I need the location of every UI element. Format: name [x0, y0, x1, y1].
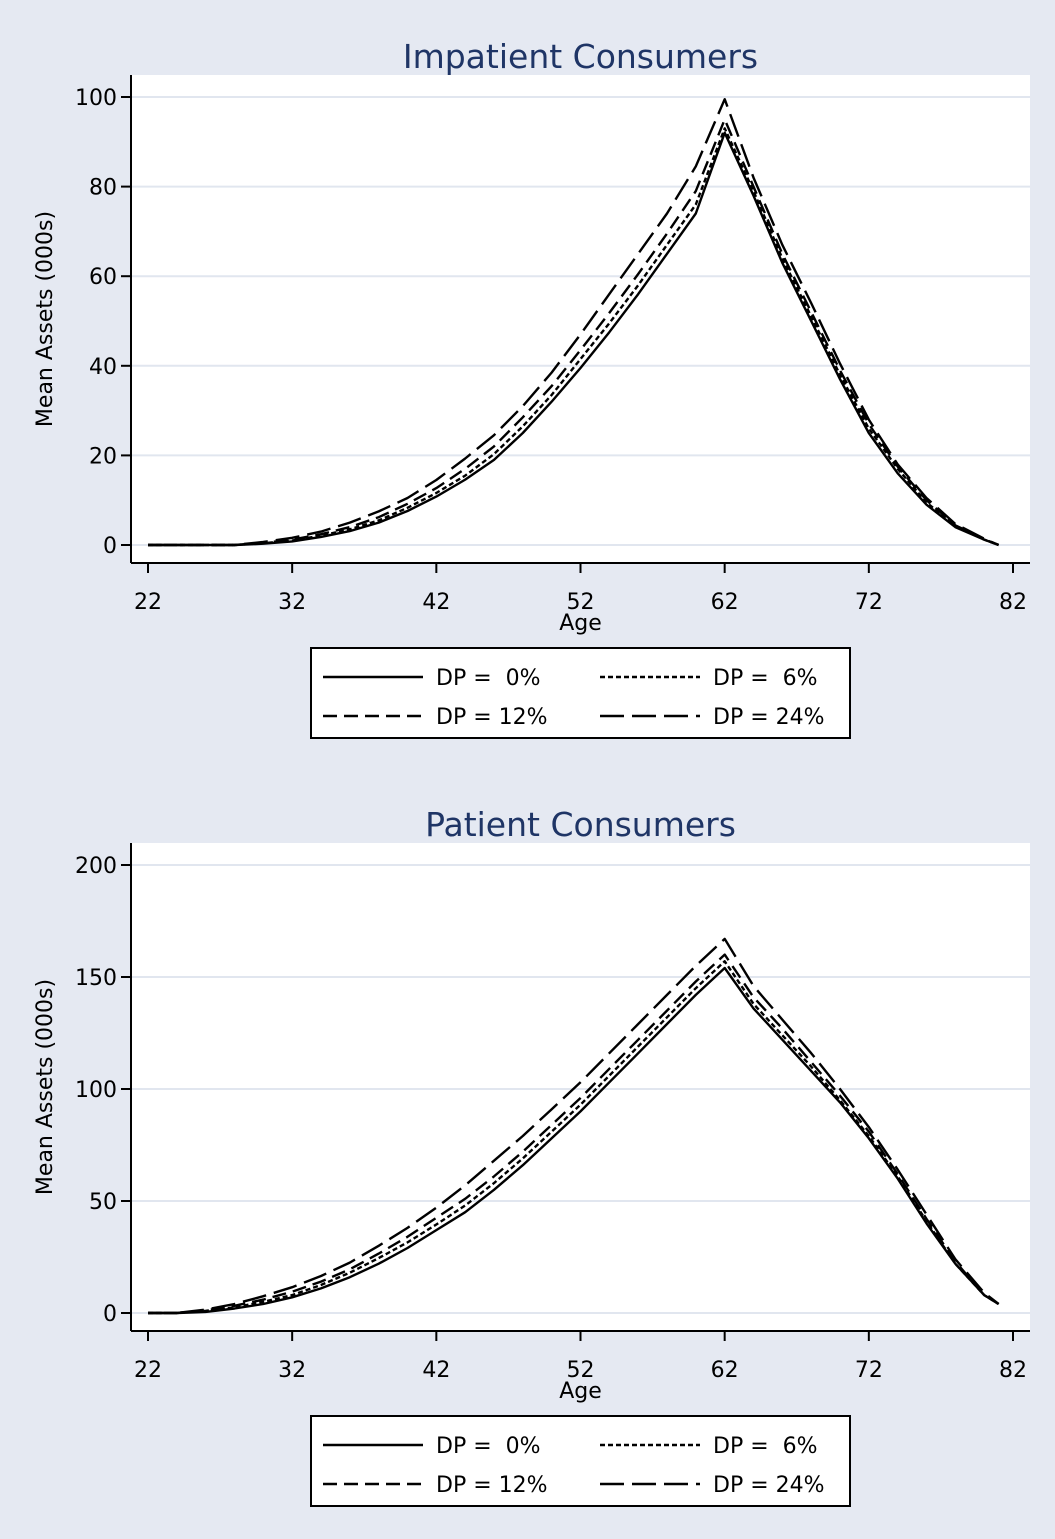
y-tick-label: 80 — [89, 176, 117, 201]
x-tick-label: 22 — [134, 590, 162, 615]
x-tick-label: 22 — [134, 1358, 162, 1383]
series-line-1 — [148, 960, 1000, 1315]
x-tick-label: 82 — [999, 1358, 1027, 1383]
x-axis-title: Age — [559, 1379, 602, 1404]
legend-box — [310, 1415, 851, 1507]
y-tick-label: 50 — [89, 1190, 117, 1215]
series-line-2 — [148, 953, 1000, 1315]
series-line-3 — [148, 937, 1000, 1315]
plot-area — [131, 843, 1030, 1331]
legend-label: DP = 0% — [436, 666, 541, 691]
legend-label: DP = 12% — [436, 1473, 548, 1498]
chart-title: Impatient Consumers — [403, 37, 758, 76]
x-tick-label: 72 — [855, 590, 883, 615]
x-tick-label: 52 — [567, 1358, 595, 1383]
legend-label: DP = 6% — [713, 1434, 818, 1459]
x-tick-label: 72 — [855, 1358, 883, 1383]
chart-panel-1: 0 50 100 150 200 22 32 42 52 62 72 82 Age Mean Assets… — [33, 805, 1030, 1507]
legend-box — [310, 647, 851, 739]
x-tick-label: 62 — [711, 1358, 739, 1383]
y-tick-label: 100 — [75, 1078, 117, 1103]
y-tick-label: 60 — [89, 265, 117, 290]
legend-label: DP = 0% — [436, 1434, 541, 1459]
y-tick-label: 200 — [75, 854, 117, 879]
x-tick-label: 52 — [567, 590, 595, 615]
series-line-3 — [148, 97, 1000, 547]
series-line-1 — [148, 127, 1000, 547]
legend: DP = 0% DP = 6% DP = 12% DP = 24% — [310, 1415, 851, 1507]
y-axis-title: Mean Assets (000s) — [33, 211, 58, 427]
y-tick-label: 100 — [75, 86, 117, 111]
legend-label: DP = 24% — [713, 705, 825, 730]
y-tick-label: 20 — [89, 444, 117, 469]
x-tick-label: 62 — [711, 590, 739, 615]
chart-title: Patient Consumers — [425, 805, 736, 844]
legend-label: DP = 12% — [436, 705, 548, 730]
series-line-0 — [148, 966, 1000, 1315]
y-tick-label: 150 — [75, 966, 117, 991]
legend-label: DP = 6% — [713, 666, 818, 691]
x-tick-label: 42 — [422, 1358, 450, 1383]
x-tick-label: 32 — [278, 1358, 306, 1383]
y-tick-label: 0 — [103, 534, 117, 559]
plot-area — [131, 75, 1030, 563]
x-tick-label: 42 — [422, 590, 450, 615]
legend-label: DP = 24% — [713, 1473, 825, 1498]
x-tick-label: 32 — [278, 590, 306, 615]
x-axis-title: Age — [559, 611, 602, 636]
y-tick-label: 0 — [103, 1302, 117, 1327]
y-tick-label: 40 — [89, 355, 117, 380]
y-axis-title: Mean Assets (000s) — [33, 979, 58, 1195]
x-tick-label: 82 — [999, 590, 1027, 615]
chart-panel-0: 0 20 40 60 80 100 22 32 42 52 62 72 82 Age Mean Assets… — [33, 37, 1030, 739]
legend: DP = 0% DP = 6% DP = 12% DP = 24% — [310, 647, 851, 739]
